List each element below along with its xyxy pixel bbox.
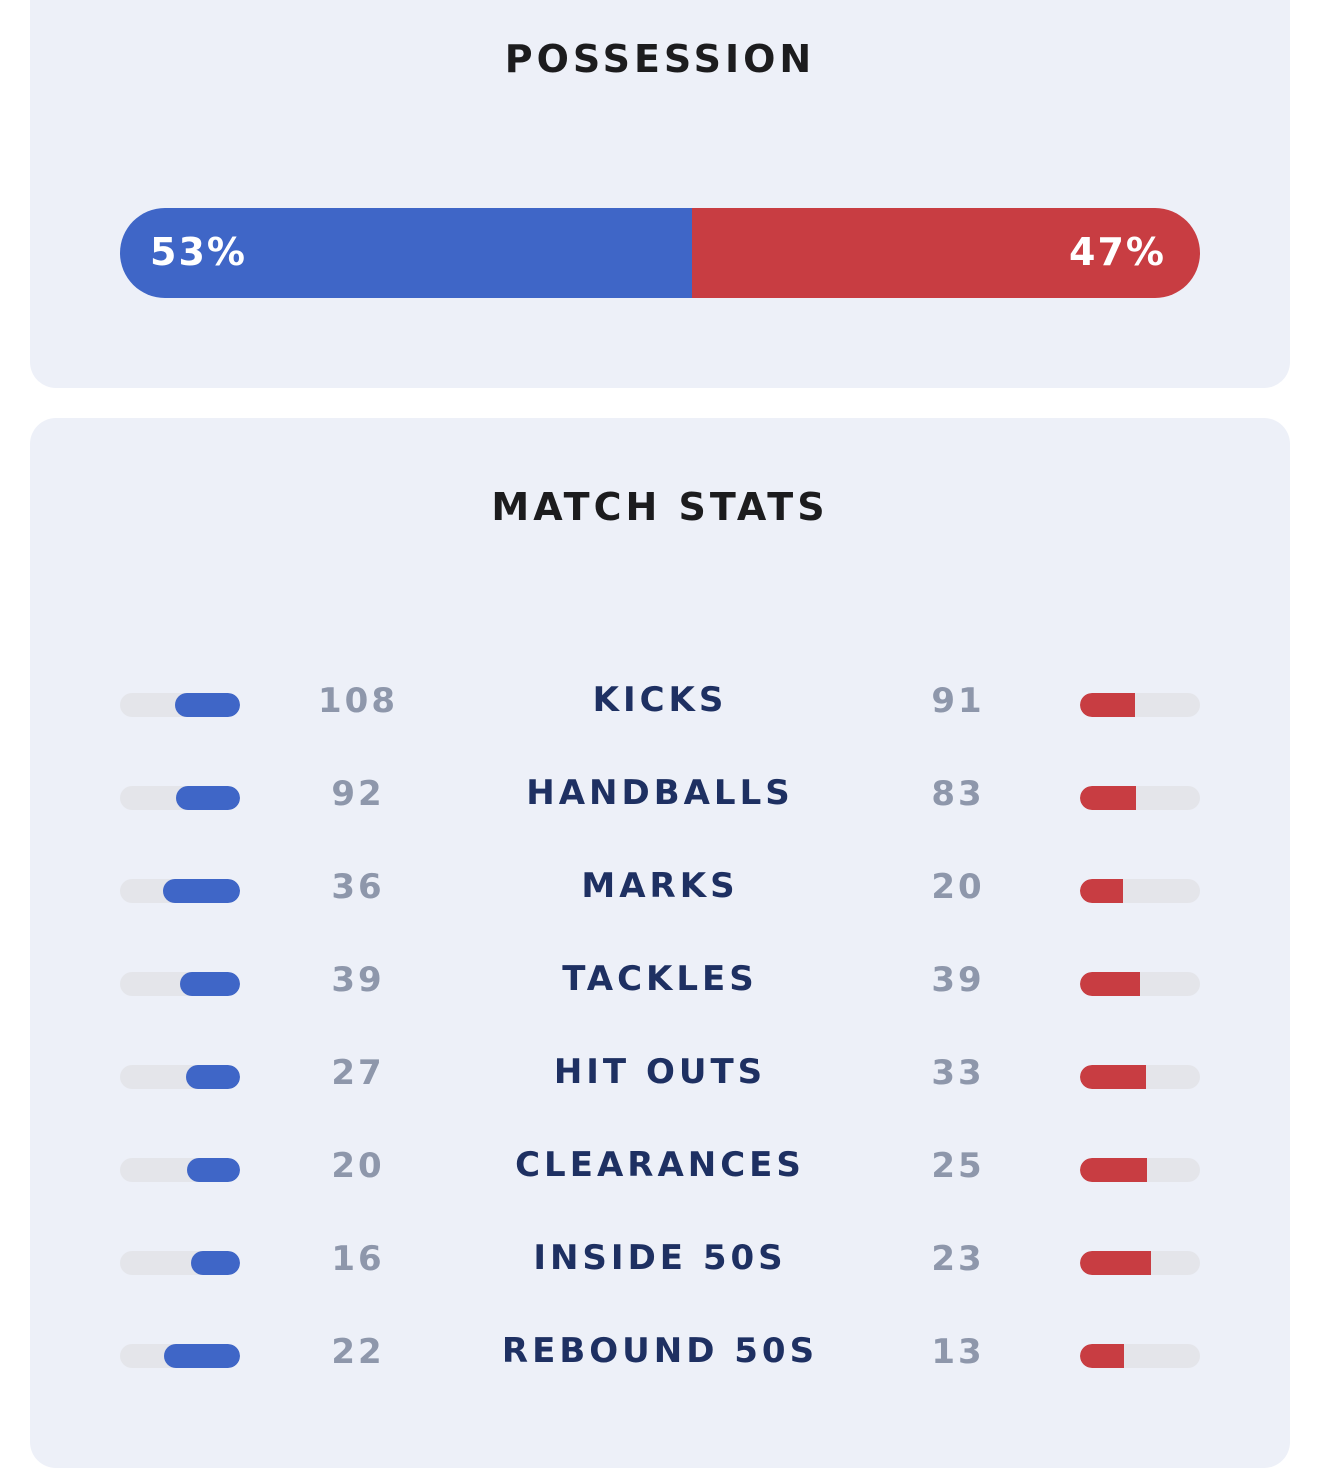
possession-home-segment: 53% <box>120 208 693 298</box>
match-stats-card: MATCH STATS 108 KICKS 91 92 HANDBALLS 83 36 MAR… <box>30 418 1290 1468</box>
away-stat-bar <box>1080 1251 1200 1275</box>
home-stat-bar-fill <box>163 879 240 903</box>
stat-label: TACKLES <box>562 959 758 999</box>
possession-bar: 53% 47% <box>120 208 1200 298</box>
stat-label: CLEARANCES <box>515 1145 805 1185</box>
stat-row: 92 HANDBALLS 83 <box>30 768 1290 828</box>
away-stat-value: 13 <box>931 1332 985 1372</box>
home-stat-bar <box>120 1251 240 1275</box>
stat-label: REBOUND 50S <box>501 1331 819 1371</box>
away-stat-value: 83 <box>931 774 985 814</box>
stat-row: 16 INSIDE 50S 23 <box>30 1233 1290 1293</box>
away-stat-value: 33 <box>931 1053 985 1093</box>
away-stat-bar <box>1080 1158 1200 1182</box>
home-stat-value: 92 <box>331 774 385 814</box>
possession-title: POSSESSION <box>504 37 816 81</box>
away-stat-bar <box>1080 972 1200 996</box>
home-stat-bar-fill <box>164 1344 240 1368</box>
home-stat-value: 27 <box>331 1053 385 1093</box>
home-stat-bar <box>120 1158 240 1182</box>
home-stat-value: 108 <box>318 681 398 721</box>
away-stat-bar <box>1080 1065 1200 1089</box>
home-stat-bar <box>120 972 240 996</box>
home-stat-value: 39 <box>331 960 385 1000</box>
stat-row: 22 REBOUND 50S 13 <box>30 1326 1290 1386</box>
home-stat-value: 16 <box>331 1239 385 1279</box>
possession-home-label: 53% <box>150 230 247 274</box>
stat-label: HANDBALLS <box>526 773 794 813</box>
stat-label: MARKS <box>581 866 739 906</box>
stat-label: KICKS <box>592 680 728 720</box>
away-stat-value: 39 <box>931 960 985 1000</box>
away-stat-bar <box>1080 786 1200 810</box>
home-stat-bar <box>120 879 240 903</box>
away-stat-value: 23 <box>931 1239 985 1279</box>
home-stat-value: 36 <box>331 867 385 907</box>
away-stat-bar-fill <box>1080 972 1140 996</box>
away-stat-value: 25 <box>931 1146 985 1186</box>
home-stat-bar <box>120 1344 240 1368</box>
away-stat-value: 20 <box>931 867 985 907</box>
away-stat-bar-fill <box>1080 1344 1125 1368</box>
away-stat-bar <box>1080 879 1200 903</box>
away-stat-bar <box>1080 1344 1200 1368</box>
stat-row: 20 CLEARANCES 25 <box>30 1140 1290 1200</box>
home-stat-bar-fill <box>186 1065 240 1089</box>
stat-row: 36 MARKS 20 <box>30 861 1290 921</box>
home-stat-bar-fill <box>176 786 240 810</box>
home-stat-value: 22 <box>331 1332 385 1372</box>
possession-away-label: 47% <box>1069 230 1166 274</box>
home-stat-bar-fill <box>175 693 240 717</box>
away-stat-bar-fill <box>1080 693 1136 717</box>
away-stat-bar-fill <box>1080 879 1124 903</box>
stat-label: INSIDE 50S <box>533 1238 787 1278</box>
possession-away-segment: 47% <box>692 208 1200 298</box>
away-stat-bar <box>1080 693 1200 717</box>
stat-row: 108 KICKS 91 <box>30 675 1290 735</box>
stat-row: 27 HIT OUTS 33 <box>30 1047 1290 1107</box>
possession-card: POSSESSION 53% 47% <box>30 0 1290 388</box>
away-stat-bar-fill <box>1080 1251 1151 1275</box>
stat-row: 39 TACKLES 39 <box>30 954 1290 1014</box>
home-stat-bar <box>120 786 240 810</box>
home-stat-bar <box>120 693 240 717</box>
home-stat-bar <box>120 1065 240 1089</box>
stat-label: HIT OUTS <box>553 1052 767 1092</box>
away-stat-value: 91 <box>931 681 985 721</box>
away-stat-bar-fill <box>1080 786 1137 810</box>
home-stat-value: 20 <box>331 1146 385 1186</box>
home-stat-bar-fill <box>190 1251 240 1275</box>
away-stat-bar-fill <box>1080 1065 1146 1089</box>
home-stat-bar-fill <box>187 1158 240 1182</box>
away-stat-bar-fill <box>1080 1158 1148 1182</box>
home-stat-bar-fill <box>180 972 240 996</box>
match-stats-title: MATCH STATS <box>491 485 829 529</box>
